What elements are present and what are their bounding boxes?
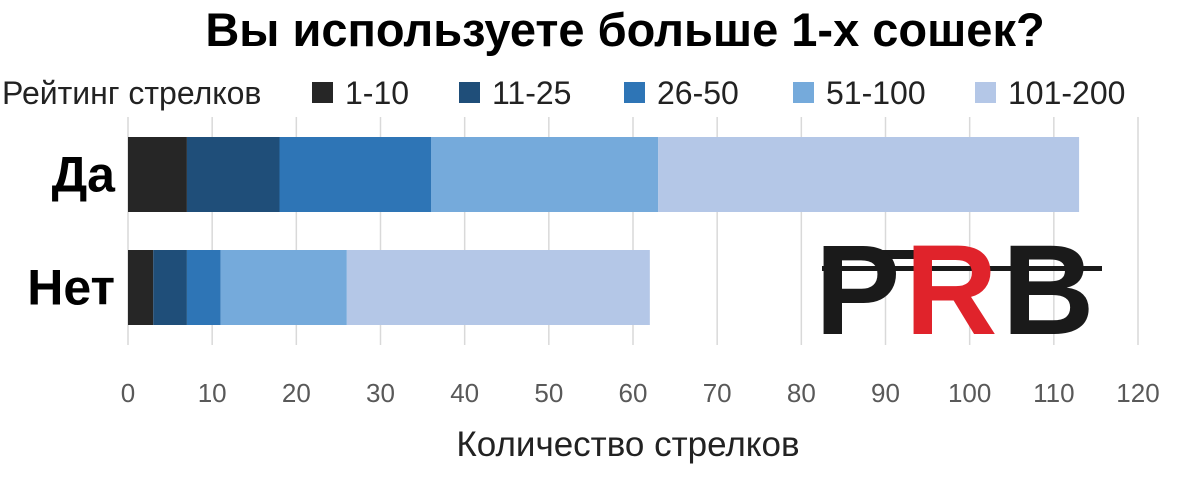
x-tick-label: 10 — [198, 378, 227, 408]
legend-label: 51-100 — [826, 75, 926, 111]
legend-label: 11-25 — [492, 75, 571, 111]
bar-segment — [186, 250, 221, 325]
bar-segment — [186, 137, 280, 212]
x-tick-label: 60 — [619, 378, 648, 408]
legend-swatch — [459, 82, 480, 103]
bar-segment — [279, 137, 431, 212]
bar-segment — [346, 250, 650, 325]
legend-swatch — [793, 82, 814, 103]
bars — [128, 137, 1080, 325]
logo-letter-b: B — [1002, 219, 1094, 362]
legend-swatch — [624, 82, 645, 103]
legend-swatch — [312, 82, 333, 103]
x-tick-label: 40 — [450, 378, 479, 408]
logo-rifle-scope — [862, 250, 934, 259]
legend: Рейтинг стрелков 1-10 11-25 26-50 51-100 101… — [2, 75, 1125, 111]
category-labels: Да Нет — [27, 147, 116, 316]
x-tick-labels: 0 10 20 30 40 50 60 70 80 90 100 110 120 — [121, 378, 1160, 408]
x-tick-label: 80 — [787, 378, 816, 408]
bar-segment — [658, 137, 1080, 212]
bar-segment — [128, 250, 154, 325]
legend-title: Рейтинг стрелков — [2, 75, 261, 111]
bar-segment — [128, 137, 187, 212]
legend-label: 101-200 — [1008, 75, 1125, 111]
x-tick-label: 70 — [703, 378, 732, 408]
x-tick-label: 110 — [1033, 378, 1074, 408]
x-tick-label: 50 — [534, 378, 563, 408]
prb-logo: P R B — [815, 219, 1102, 362]
category-label: Да — [52, 147, 117, 203]
bar-segment — [431, 137, 659, 212]
x-tick-label: 30 — [366, 378, 395, 408]
x-tick-label: 120 — [1116, 378, 1159, 408]
logo-letter-p: P — [815, 219, 900, 362]
legend-label: 1-10 — [345, 75, 409, 111]
x-axis-title: Количество стрелков — [456, 425, 799, 464]
category-label: Нет — [27, 260, 115, 316]
chart-title: Вы используете больше 1-х сошек? — [205, 3, 1044, 56]
logo-rifle-barrel — [822, 266, 1102, 271]
bar-segment — [153, 250, 187, 325]
bar-segment — [220, 250, 347, 325]
x-tick-label: 0 — [121, 378, 135, 408]
x-tick-label: 90 — [871, 378, 900, 408]
legend-label: 26-50 — [657, 75, 739, 111]
x-tick-label: 100 — [948, 378, 991, 408]
legend-swatch — [975, 82, 996, 103]
logo-letter-r: R — [905, 219, 997, 362]
x-tick-label: 20 — [282, 378, 311, 408]
